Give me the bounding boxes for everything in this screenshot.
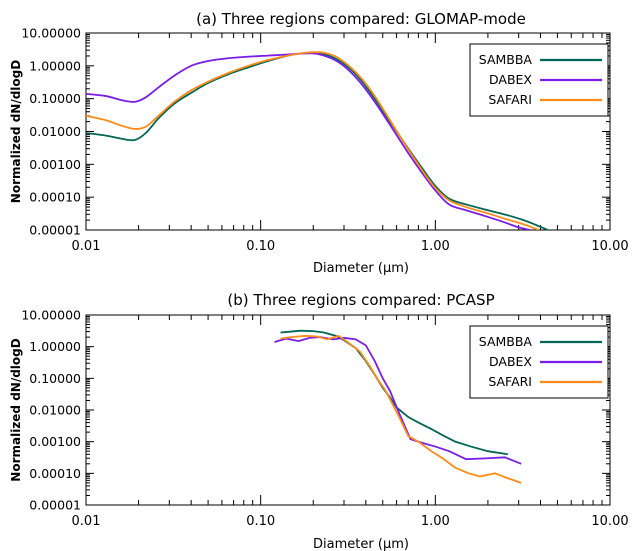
- x-tick-label: 1.00: [421, 514, 450, 529]
- y-tick-label: 1.00000: [29, 58, 81, 73]
- x-tick-label: 0.01: [72, 514, 101, 529]
- y-tick-label: 10.00000: [21, 308, 81, 323]
- legend-label-safari: SAFARI: [488, 92, 532, 107]
- series-line-dabex: [274, 336, 522, 465]
- chart-title: (b) Three regions compared: PCASP: [227, 291, 494, 309]
- y-tick-label: 0.00001: [29, 498, 81, 513]
- chart-panel-a: (a) Three regions compared: GLOMAP-mode …: [9, 10, 629, 276]
- y-tick-label: 0.00001: [29, 223, 81, 238]
- chart-panel-b: (b) Three regions compared: PCASP Normal…: [9, 291, 629, 551]
- y-tick-label: 0.00100: [29, 434, 81, 449]
- y-axis-label: Normalized dN/dlogD: [9, 338, 23, 481]
- legend-label-dabex: DABEX: [489, 354, 532, 369]
- x-tick-label: 10.00: [591, 514, 628, 529]
- chart-title: (a) Three regions compared: GLOMAP-mode: [196, 10, 526, 28]
- legend-label-safari: SAFARI: [488, 374, 532, 389]
- x-tick-label: 10.00: [591, 239, 628, 254]
- y-tick-label: 10.00000: [21, 26, 81, 41]
- axes: 0.01 0.10 1.00 10.00 10.00000 1.00000 0.10000 0…: [21, 26, 628, 255]
- y-tick-label: 0.10000: [29, 91, 81, 106]
- y-tick-label: 0.01000: [29, 403, 81, 418]
- series-line-safari: [280, 334, 522, 484]
- y-tick-label: 0.00100: [29, 157, 81, 172]
- legend-label-sambba: SAMBBA: [479, 52, 533, 67]
- y-tick-label: 0.10000: [29, 371, 81, 386]
- y-tick-label: 0.01000: [29, 124, 81, 139]
- y-tick-label: 0.00010: [29, 190, 81, 205]
- series-lines: [274, 329, 522, 484]
- series-line-safari: [86, 51, 539, 230]
- x-tick-label: 0.10: [246, 514, 275, 529]
- x-tick-label: 0.10: [246, 239, 275, 254]
- axes: 0.01 0.10 1.00 10.00 10.00000 1.00000 0.10000 0…: [21, 308, 628, 530]
- x-tick-label: 0.01: [72, 239, 101, 254]
- x-axis-label: Diameter (μm): [313, 261, 409, 276]
- legend-label-sambba: SAMBBA: [479, 334, 533, 349]
- y-tick-label: 0.00010: [29, 466, 81, 481]
- series-line-sambba: [86, 51, 549, 230]
- x-tick-label: 1.00: [421, 239, 450, 254]
- series-line-dabex: [86, 52, 531, 230]
- x-axis-label: Diameter (μm): [313, 537, 409, 551]
- legend: SAMBBA DABEX SAFARI: [469, 325, 609, 399]
- legend-label-dabex: DABEX: [489, 72, 532, 87]
- legend: SAMBBA DABEX SAFARI: [469, 43, 609, 117]
- y-tick-label: 1.00000: [29, 339, 81, 354]
- y-axis-label: Normalized dN/dlogD: [9, 60, 23, 203]
- series-lines: [86, 51, 549, 230]
